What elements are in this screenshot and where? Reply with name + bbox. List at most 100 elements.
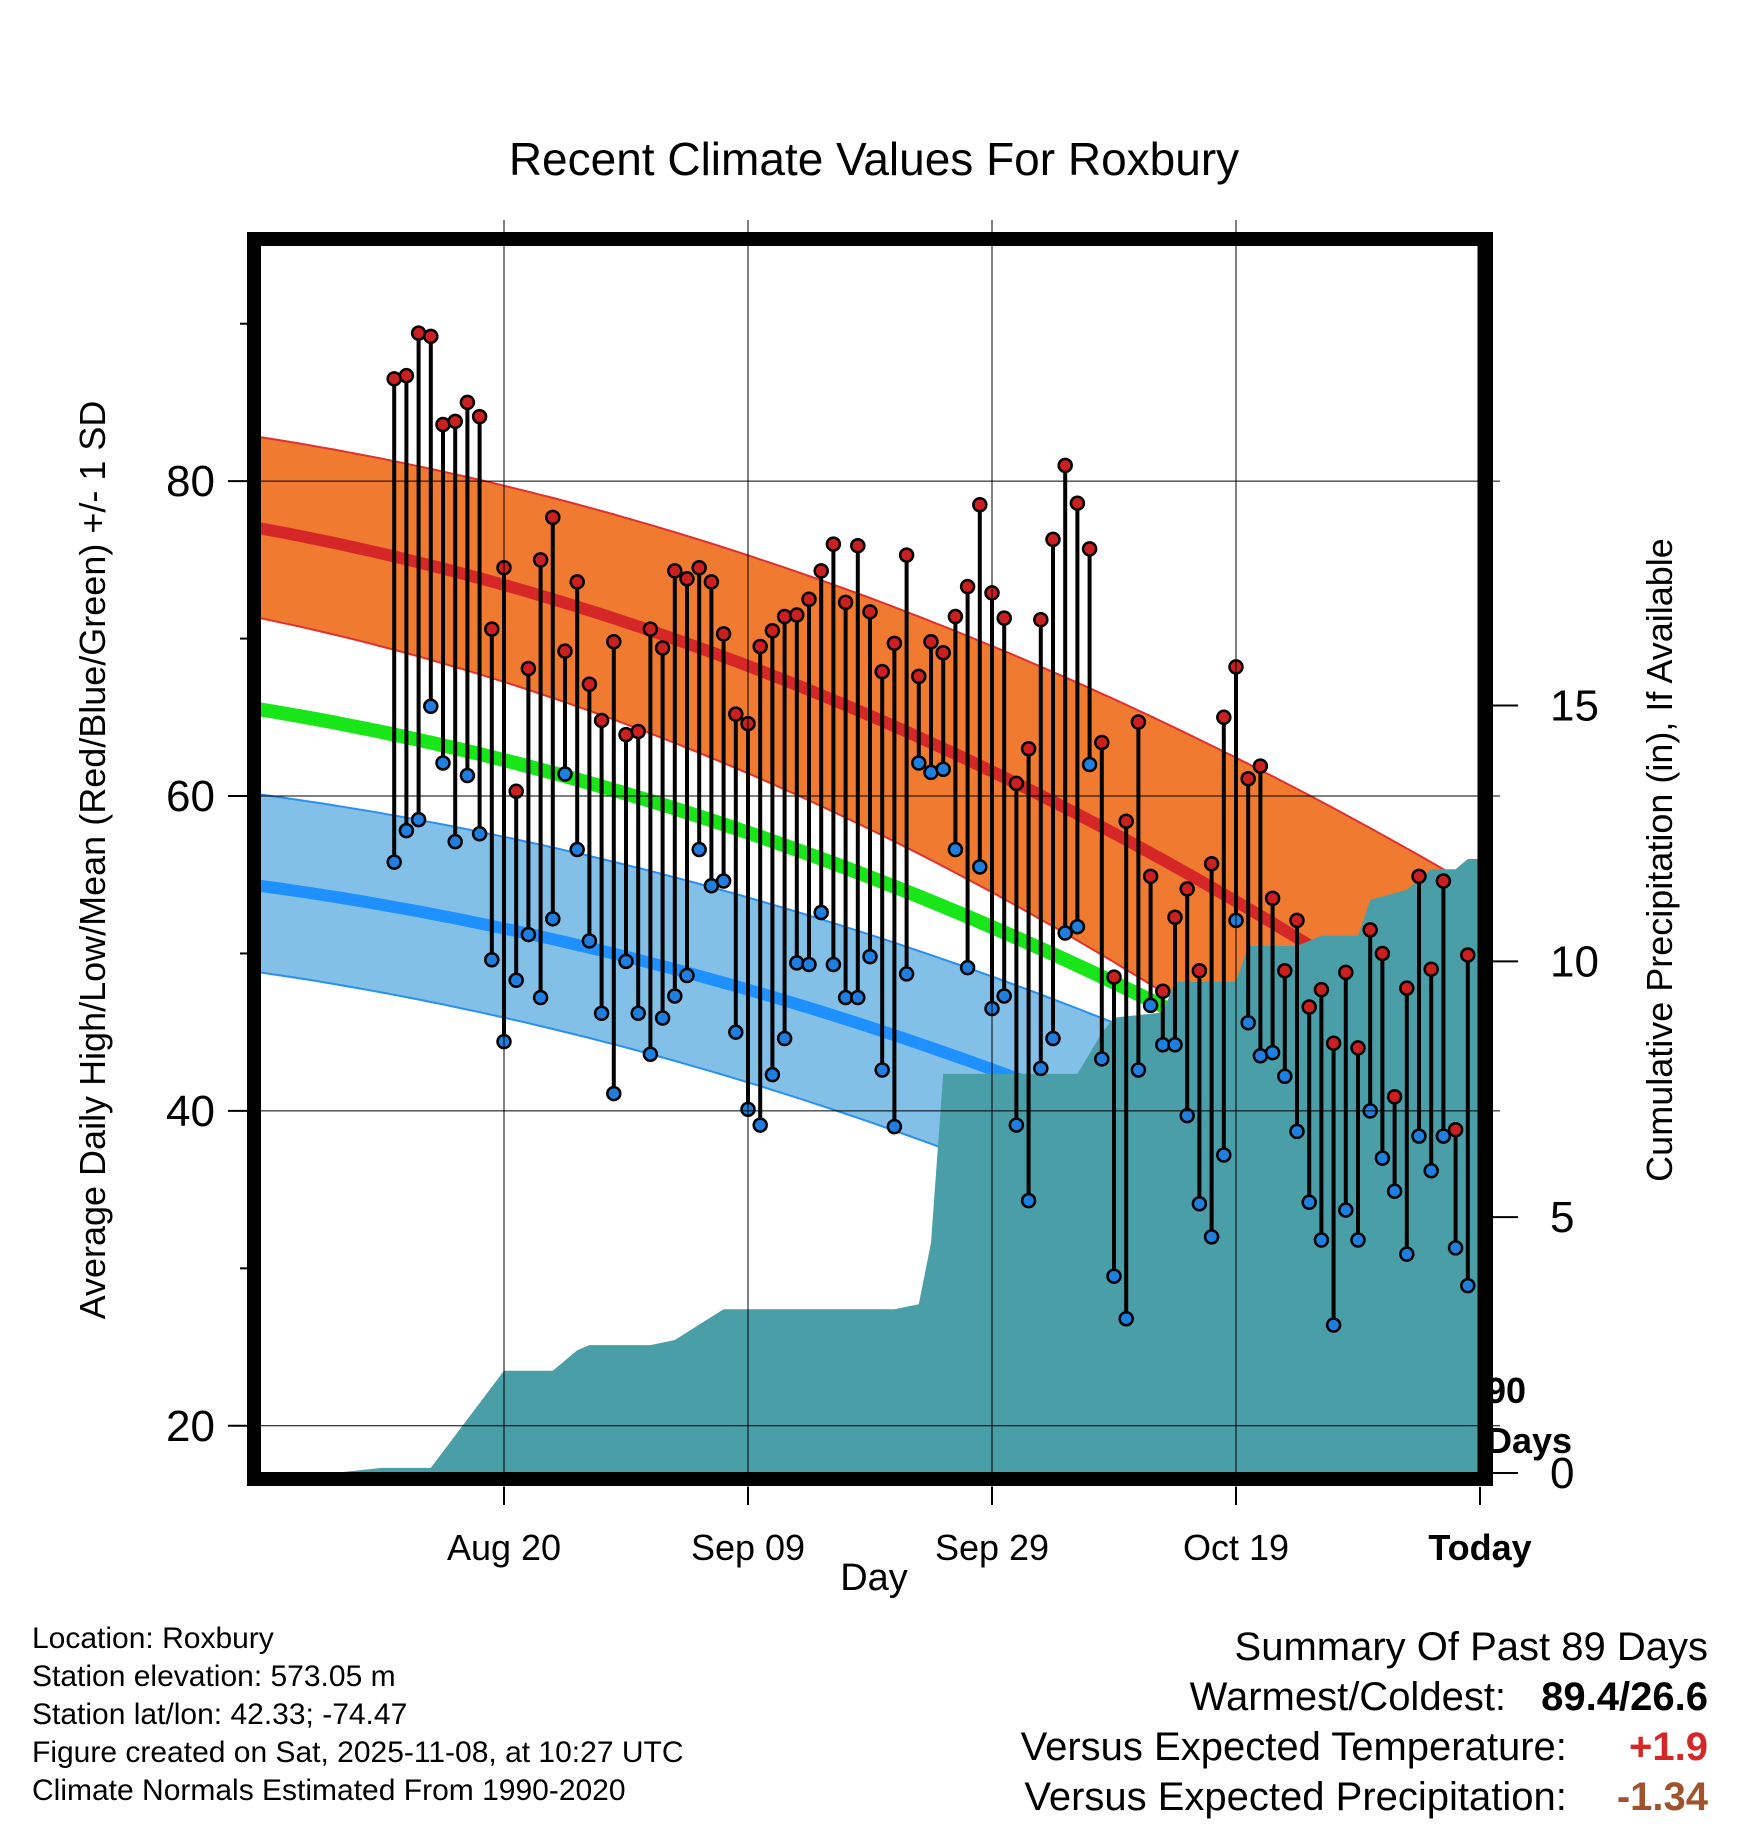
daily-high-point xyxy=(593,712,610,729)
daily-high-point xyxy=(471,408,488,425)
daily-high-point xyxy=(1313,981,1330,998)
daily-high-point xyxy=(410,325,427,341)
daily-high-point xyxy=(850,537,866,554)
daily-high-point xyxy=(1362,922,1378,938)
daily-high-point xyxy=(898,547,915,563)
daily-low-point xyxy=(557,766,573,782)
daily-low-point xyxy=(630,1005,646,1022)
daily-high-point xyxy=(630,723,646,740)
daily-low-point xyxy=(569,841,585,858)
daily-high-point xyxy=(679,571,695,587)
daily-low-point xyxy=(1435,1128,1452,1144)
daily-low-point xyxy=(776,1030,793,1047)
versus-temp-value: +1.9 xyxy=(1629,1725,1708,1769)
x-tick-label: Today xyxy=(1428,1527,1531,1568)
daily-high-point xyxy=(886,635,903,652)
daily-low-point xyxy=(618,953,634,970)
daily-high-point xyxy=(972,497,988,513)
daily-low-point xyxy=(1399,1246,1415,1262)
daily-high-point xyxy=(862,604,878,620)
daily-low-point xyxy=(484,952,500,968)
daily-high-point xyxy=(825,536,842,552)
daily-high-point xyxy=(1435,873,1452,889)
y-axis-label: Average Daily High/Low/Mean (Red/Blue/Gr… xyxy=(72,401,113,1320)
y2-tick-label: 15 xyxy=(1550,682,1599,731)
y-tick-label: 60 xyxy=(166,772,215,821)
daily-high-point xyxy=(1020,741,1037,757)
daily-low-point xyxy=(581,933,598,949)
daily-high-point xyxy=(557,643,573,659)
daily-low-point xyxy=(996,988,1012,1004)
daily-high-point xyxy=(618,726,634,743)
daily-low-point xyxy=(1033,1060,1049,1077)
y2-axis-label: Cumulative Precipitation (in), If Availa… xyxy=(1639,538,1680,1182)
daily-high-point xyxy=(691,559,707,576)
daily-high-point xyxy=(569,574,585,590)
daily-low-point xyxy=(459,767,476,784)
y2-tick-label: 0 xyxy=(1550,1449,1574,1498)
daily-low-point xyxy=(1130,1062,1147,1078)
daily-low-point xyxy=(1179,1107,1195,1124)
daily-high-point xyxy=(545,509,561,526)
summary-warmest-row: Warmest/Coldest: 89.4/26.6 xyxy=(1021,1672,1708,1722)
daily-high-point xyxy=(1264,890,1281,907)
daily-low-point xyxy=(764,1066,781,1083)
daily-low-point xyxy=(642,1046,659,1062)
daily-low-point xyxy=(1277,1068,1293,1085)
x-tick-label: Sep 09 xyxy=(691,1527,805,1568)
summary-temp-row: Versus Expected Temperature: +1.9 xyxy=(1021,1722,1708,1772)
daily-low-point xyxy=(1350,1232,1366,1248)
daily-low-point xyxy=(1252,1048,1269,1064)
daily-low-point xyxy=(1020,1192,1037,1209)
daily-high-point xyxy=(1130,714,1147,730)
info-latlon: Station lat/lon: 42.33; -74.47 xyxy=(32,1698,408,1731)
info-normals: Climate Normals Estimated From 1990-2020 xyxy=(32,1774,626,1807)
y2-tick-label: 10 xyxy=(1550,937,1599,986)
daily-high-point xyxy=(654,640,671,656)
daily-high-point xyxy=(1191,963,1208,979)
precip-area xyxy=(333,859,1480,1473)
daily-high-point xyxy=(1411,868,1427,885)
daily-high-point xyxy=(508,783,524,800)
daily-low-point xyxy=(1374,1150,1391,1166)
daily-high-point xyxy=(874,663,890,680)
daily-low-point xyxy=(911,755,927,771)
daily-low-point xyxy=(508,972,524,988)
daily-high-point xyxy=(581,676,598,692)
daily-high-point xyxy=(728,706,744,722)
daily-low-point xyxy=(1216,1147,1232,1163)
summary-panel: Summary Of Past 89 Days Warmest/Coldest:… xyxy=(1021,1622,1708,1822)
daily-low-point xyxy=(1423,1162,1439,1179)
daily-high-point xyxy=(1289,912,1305,929)
daily-high-point xyxy=(1033,611,1049,628)
y-tick-label: 80 xyxy=(166,457,215,506)
daily-high-point xyxy=(1106,969,1122,985)
daily-high-point xyxy=(789,607,805,623)
plot-frame xyxy=(247,232,1493,1486)
daily-low-point xyxy=(1289,1123,1305,1140)
daily-low-point xyxy=(410,811,427,828)
daily-high-point xyxy=(642,621,659,637)
daily-high-point xyxy=(801,591,817,607)
daily-low-point xyxy=(923,764,939,781)
daily-high-point xyxy=(1057,457,1073,474)
daily-low-point xyxy=(1264,1044,1281,1061)
daily-high-point xyxy=(1252,758,1269,774)
versus-prcp-label: Versus Expected Precipitation: xyxy=(1024,1775,1567,1819)
daily-high-point xyxy=(1374,945,1391,962)
daily-high-point xyxy=(459,394,476,411)
daily-low-point xyxy=(1301,1194,1317,1210)
daily-high-point xyxy=(447,413,463,430)
x-axis-label: Day xyxy=(840,1557,908,1599)
y-tick-label: 20 xyxy=(166,1402,215,1451)
daily-low-point xyxy=(1325,1317,1342,1333)
daily-low-point xyxy=(947,841,964,858)
y2-tick-label: 5 xyxy=(1550,1193,1574,1242)
daily-low-point xyxy=(874,1062,890,1078)
daily-high-point xyxy=(1118,813,1134,829)
daily-low-point xyxy=(606,1085,622,1102)
daily-low-point xyxy=(1386,1183,1403,1199)
daily-low-point xyxy=(935,761,951,778)
warmest-coldest-value: 89.4/26.6 xyxy=(1541,1675,1708,1719)
daily-low-point xyxy=(898,966,915,982)
